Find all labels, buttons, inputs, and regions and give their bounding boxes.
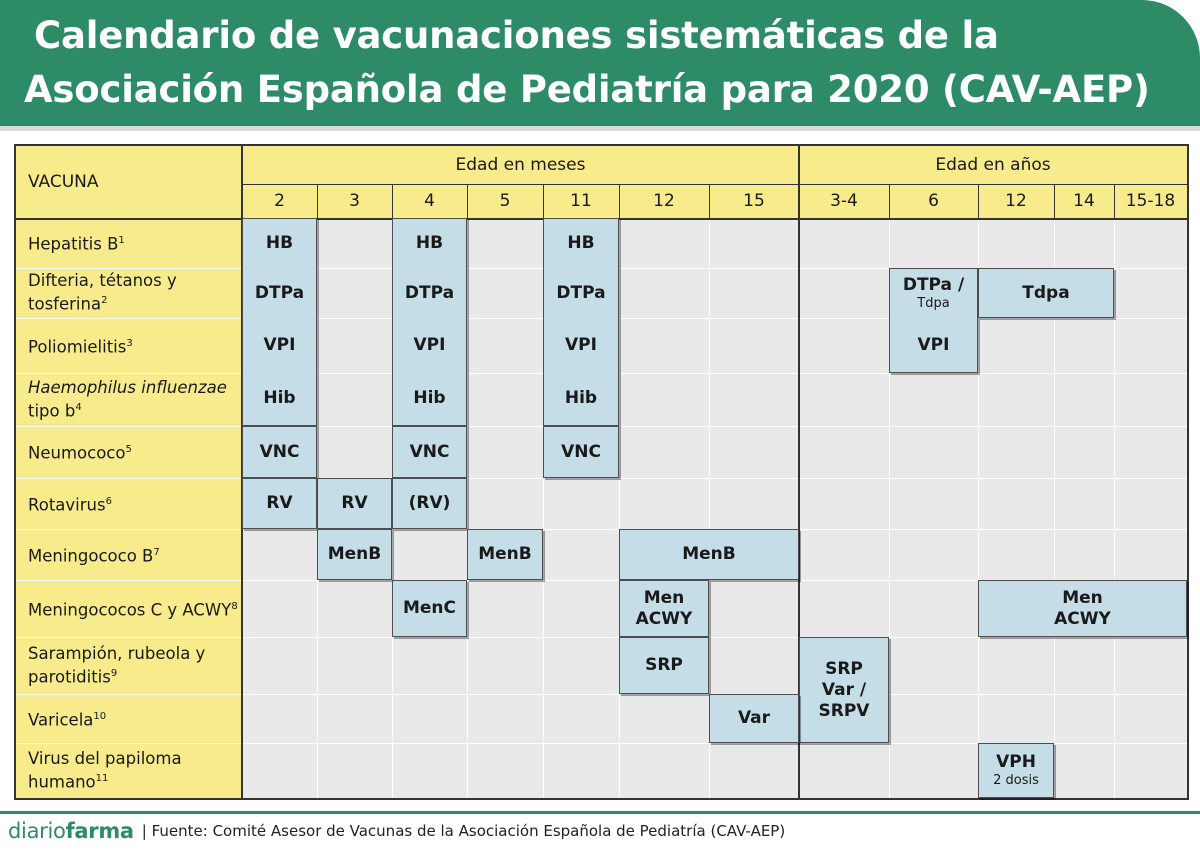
dose-box: HB DTPa VPI Hib <box>392 218 467 426</box>
vaccine-name-column <box>16 146 242 798</box>
grid-line <box>16 743 1187 744</box>
vaccine-label: Poliomielitis3 <box>28 337 133 357</box>
group-label-years: Edad en años <box>935 155 1051 175</box>
dose-box: DTPa / Tdpa VPI <box>889 268 978 373</box>
column-header: 2 <box>274 191 285 211</box>
dose-box: HB DTPa VPI Hib <box>543 218 619 426</box>
dose-box: (RV) <box>392 478 467 529</box>
page-title-line-1: Calendario de vacunaciones sistemáticas … <box>34 14 999 57</box>
dose-box: RV <box>317 478 392 529</box>
column-header-rule <box>709 184 710 218</box>
footer-divider <box>0 811 1200 814</box>
source-note: | Fuente: Comité Asesor de Vacunas de la… <box>141 822 786 840</box>
dose-box: RV <box>242 478 317 529</box>
grid-line <box>619 218 620 798</box>
months-years-separator <box>798 146 800 798</box>
dose-box: SRP Var / SRPV <box>799 637 889 743</box>
diariofarma-logo: diariofarma <box>8 819 134 843</box>
group-label-months: Edad en meses <box>455 155 586 175</box>
dose-box: VNC <box>242 426 317 478</box>
grid-line <box>543 218 544 798</box>
grid-line <box>1114 218 1115 798</box>
column-header-rule <box>1054 184 1055 218</box>
column-header: 6 <box>928 191 939 211</box>
column-header: 15-18 <box>1125 191 1176 211</box>
vaccine-label: Rotavirus6 <box>28 495 112 515</box>
dose-box: VNC <box>392 426 467 478</box>
column-header-rule <box>392 184 393 218</box>
grid-line <box>16 637 1187 638</box>
group-header-rule <box>242 184 1187 185</box>
grid-line <box>467 218 468 798</box>
column-header: 3 <box>349 191 360 211</box>
column-header: 3-4 <box>830 191 858 211</box>
column-header-rule <box>467 184 468 218</box>
title-banner: Calendario de vacunaciones sistemáticas … <box>0 0 1200 128</box>
grid-line <box>889 218 890 798</box>
vaccine-label: Difteria, tétanos y tosferina2 <box>28 271 177 314</box>
column-header-rule <box>317 184 318 218</box>
grid-line <box>16 580 1187 581</box>
vaccine-label: Neumococo5 <box>28 443 132 463</box>
dose-box: Tdpa <box>978 268 1114 318</box>
column-header: 5 <box>499 191 511 211</box>
dose-box: HB DTPa VPI Hib <box>242 218 317 426</box>
dose-box: Men ACWY <box>978 580 1187 637</box>
dose-box: MenB <box>619 529 799 580</box>
vaccine-label: Meningococo B7 <box>28 546 160 566</box>
column-header-rule <box>978 184 979 218</box>
dose-box: MenB <box>467 529 543 580</box>
column-header: 15 <box>743 191 765 211</box>
grid-line <box>978 218 979 798</box>
dose-box: MenC <box>392 580 467 637</box>
column-header: 12 <box>653 191 675 211</box>
header-divider <box>0 126 1200 131</box>
dose-box: SRP <box>619 637 709 694</box>
vaccine-label: Meningococos C y ACWY8 <box>28 600 238 620</box>
dose-box: VPH 2 dosis <box>978 743 1054 798</box>
column-header: 4 <box>424 191 435 211</box>
column-header-rule <box>619 184 620 218</box>
column-header: 12 <box>1005 191 1027 211</box>
vaccine-label: Varicela10 <box>28 710 107 730</box>
vaccine-label: Virus del papiloma humano11 <box>28 748 182 792</box>
column-header-rule <box>889 184 890 218</box>
column-header-rule <box>543 184 544 218</box>
footer: diariofarma | Fuente: Comité Asesor de V… <box>8 818 785 844</box>
grid-line <box>16 529 1187 530</box>
column-header-rule <box>1114 184 1115 218</box>
vaccination-calendar-table: VACUNA Edad en meses Edad en años 2 3 4 5 11 12 1… <box>14 144 1189 800</box>
page-title-line-2: Asociación Española de Pediatría para 20… <box>24 68 1150 111</box>
column-header: 14 <box>1073 191 1095 211</box>
grid-line <box>709 218 710 798</box>
dose-box: Men ACWY <box>619 580 709 637</box>
grid-line <box>16 478 1187 479</box>
dose-box: MenB <box>317 529 392 580</box>
grid-line <box>1054 218 1055 798</box>
vaccine-label: Hepatitis B1 <box>28 234 125 254</box>
vaccine-label: Haemophilus influenzae tipo b4 <box>28 377 227 421</box>
dose-box: VNC <box>543 426 619 478</box>
corner-label: VACUNA <box>28 172 99 192</box>
column-header: 11 <box>570 191 592 211</box>
grid-line <box>16 694 1187 695</box>
vaccine-label: Sarampión, rubeola y parotiditis9 <box>28 643 206 687</box>
dose-box: Var <box>709 694 799 743</box>
